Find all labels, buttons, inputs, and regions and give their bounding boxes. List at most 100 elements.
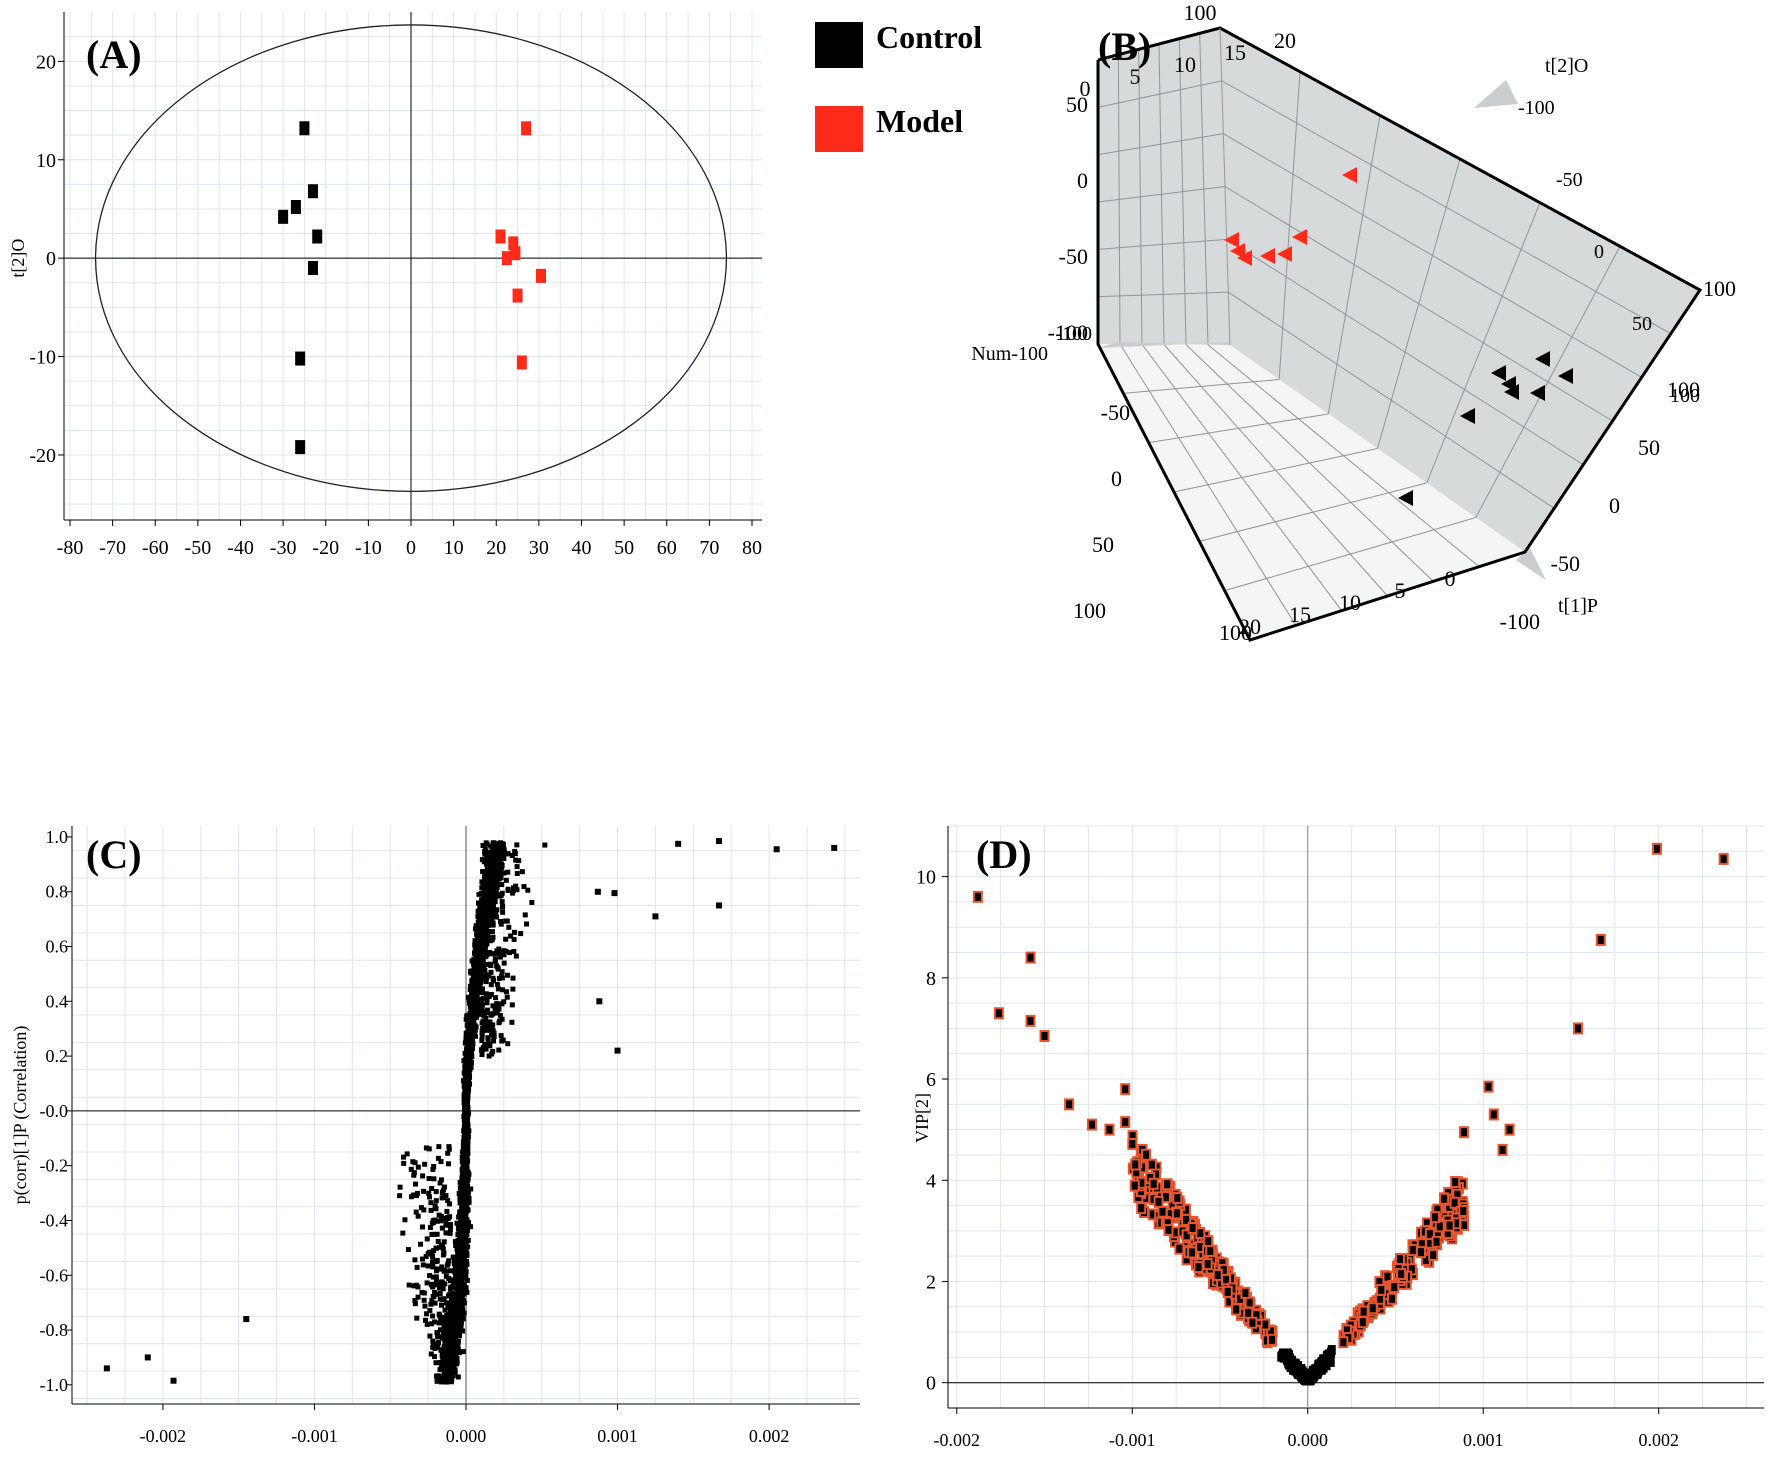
variable-point [464, 1122, 470, 1128]
point-model [1292, 229, 1307, 245]
variable-point [455, 1259, 461, 1265]
variable-point [487, 1019, 493, 1025]
variable-point [465, 1076, 471, 1082]
variable-point [445, 1215, 451, 1221]
variable-point [482, 930, 488, 936]
variable-point [439, 1189, 445, 1195]
variable-point [441, 1184, 447, 1190]
variable-point [468, 1063, 474, 1069]
variable-point [476, 952, 482, 958]
variable-point [473, 923, 479, 929]
vip-point-significant [1396, 1268, 1407, 1281]
variable-point [454, 1239, 460, 1245]
variable-point [461, 1257, 467, 1263]
variable-point [490, 920, 496, 926]
point-model [1260, 248, 1275, 264]
variable-point [428, 1207, 434, 1213]
tick-label-top-left: -50 [1059, 244, 1088, 269]
vip-point-significant [1157, 1205, 1168, 1218]
variable-point [831, 844, 838, 851]
y-tick-label: 0 [46, 248, 56, 270]
variable-point [439, 1279, 445, 1285]
vip-point-significant [1504, 1123, 1515, 1136]
variable-point [446, 1325, 452, 1331]
vip-point-significant [1205, 1244, 1216, 1257]
variable-point [510, 975, 516, 981]
x-tick-label: -60 [142, 537, 169, 559]
variable-point [468, 1023, 474, 1029]
variable-point [415, 1294, 421, 1300]
vip-point [1304, 1375, 1313, 1386]
back-plane-left [1098, 28, 1230, 345]
variable-point [518, 931, 524, 937]
variable-point [499, 969, 505, 975]
variable-point [492, 1006, 498, 1012]
variable-point [484, 1000, 490, 1006]
point-model [510, 246, 521, 261]
y-tick-label: 0.2 [46, 1046, 69, 1066]
variable-point [460, 1228, 466, 1234]
variable-point [443, 1379, 449, 1385]
tick-label-num-bottom: 0 [1445, 566, 1456, 591]
variable-point [513, 857, 519, 863]
vip-point-significant [1163, 1224, 1174, 1237]
variable-point [441, 1365, 447, 1371]
variable-point [498, 918, 504, 924]
variable-point [476, 891, 482, 897]
vip-point-significant [1153, 1195, 1164, 1208]
variable-point [441, 1367, 447, 1373]
variable-point [594, 888, 601, 895]
y-tick-label: 1.0 [46, 827, 69, 847]
variable-point [414, 1190, 420, 1196]
variable-point [430, 1259, 436, 1265]
vip-point-significant [1146, 1158, 1157, 1171]
x-tick-label: 0.002 [1638, 1430, 1679, 1450]
tick-label-t2o: -50 [1556, 169, 1583, 191]
vip-point-significant [1141, 1148, 1152, 1161]
x-tick-label: -50 [185, 537, 212, 559]
variable-point [488, 991, 494, 997]
variable-point [510, 890, 516, 896]
variable-point [499, 882, 505, 888]
x-tick-label: -70 [99, 537, 126, 559]
variable-point [423, 1317, 429, 1323]
variable-point [427, 1333, 433, 1339]
tick-label-num-bottom: 10 [1339, 590, 1361, 615]
vip-point [1288, 1355, 1297, 1366]
y-axis-title: VIP[2] [912, 1093, 932, 1143]
point-model [536, 268, 547, 283]
variable-point [495, 986, 501, 992]
variable-point [509, 1002, 515, 1008]
vip-point-significant [1595, 933, 1606, 946]
vip-point-significant [1458, 1126, 1469, 1139]
variable-point [397, 1193, 403, 1199]
y-tick-label: 10 [916, 867, 936, 889]
variable-point [444, 1268, 450, 1274]
vip-point-significant [1181, 1229, 1192, 1242]
variable-point [452, 1263, 458, 1269]
variable-point [414, 1264, 420, 1270]
variable-point [455, 1251, 461, 1257]
variable-point [484, 841, 490, 847]
variable-point [490, 1038, 496, 1044]
tick-label-num-top: 15 [1224, 40, 1246, 65]
tick-label-lower-left: 100 [1073, 598, 1106, 623]
vip-point-significant [1407, 1244, 1418, 1257]
variable-point [464, 1097, 470, 1103]
variable-point [483, 870, 489, 876]
variable-point [445, 1311, 451, 1317]
tick-label-top-left: 50 [1066, 92, 1088, 117]
variable-point [444, 1333, 450, 1339]
vip-point-significant [1572, 1022, 1583, 1035]
vip-point-significant [1202, 1258, 1213, 1271]
variable-point [465, 1024, 471, 1030]
variable-point [499, 975, 505, 981]
variable-point [491, 845, 497, 851]
variable-point [464, 1104, 470, 1110]
variable-point [441, 1349, 447, 1355]
variable-point [508, 933, 514, 939]
variable-point [433, 1245, 439, 1251]
variable-point [716, 902, 723, 909]
vip-point-significant [1718, 852, 1729, 865]
